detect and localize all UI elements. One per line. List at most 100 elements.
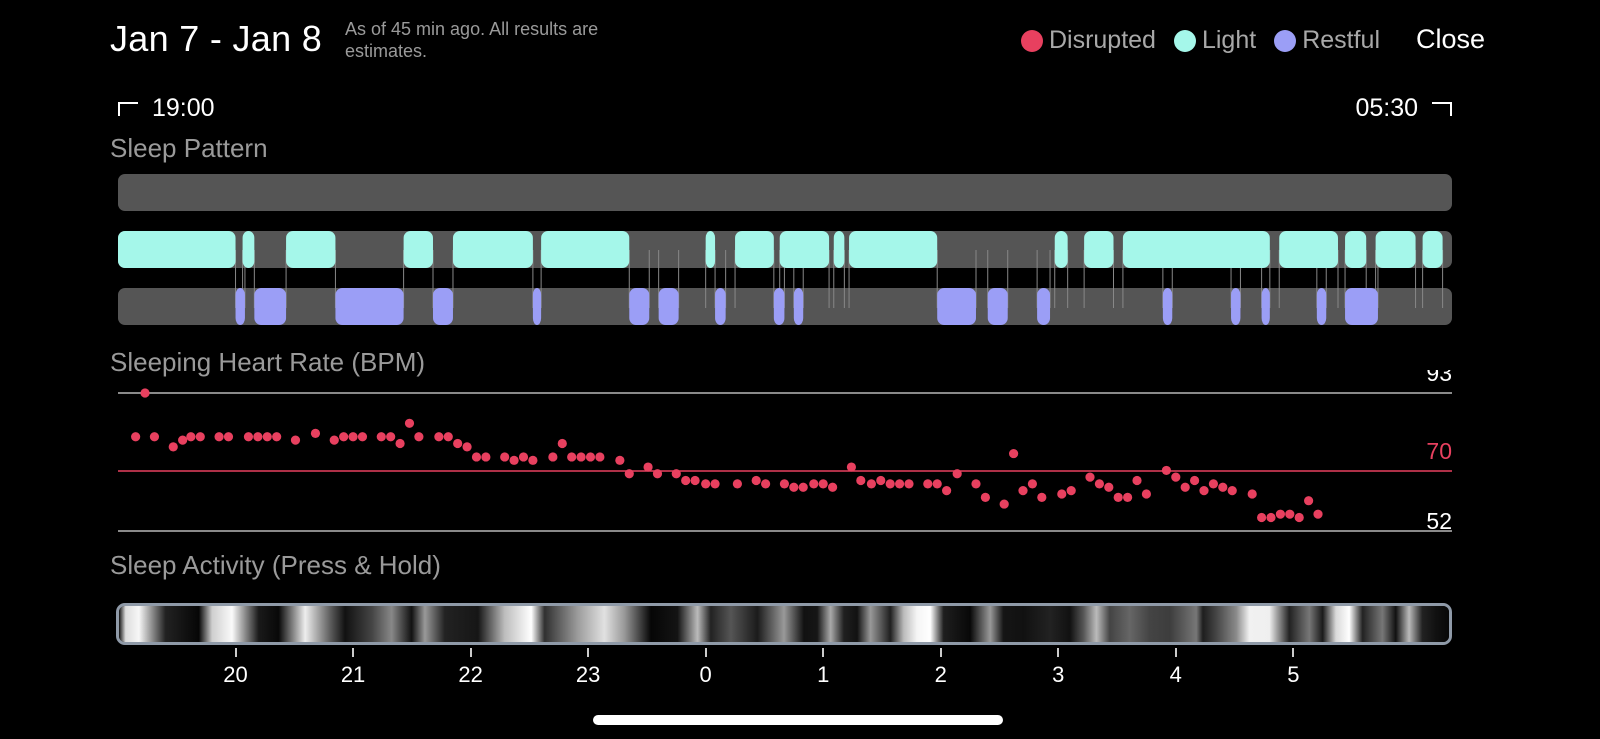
heart-rate-point: [310, 428, 321, 438]
disrupted-track: [118, 174, 1452, 211]
light-segment: [286, 231, 336, 268]
axis-label: 22: [458, 662, 483, 687]
heart-rate-point: [500, 452, 510, 462]
heart-rate-point: [779, 479, 790, 489]
axis-label: 3: [1052, 662, 1065, 687]
heart-rate-point: [1180, 482, 1190, 492]
time-axis: 20 21 22 23 0 1 2 3 4 5: [0, 648, 1600, 688]
heart-rate-point: [999, 499, 1009, 509]
heart-rate-point: [481, 452, 491, 462]
restful-segment: [1037, 288, 1051, 325]
heart-rate-point: [1171, 472, 1181, 482]
heart-rate-point: [329, 435, 339, 445]
heart-rate-point: [1123, 492, 1133, 502]
axis-label: 5: [1287, 662, 1300, 687]
heart-rate-point: [798, 482, 808, 492]
restful-segment: [715, 288, 726, 325]
heart-rate-point: [348, 432, 358, 442]
heart-rate-point: [434, 432, 444, 442]
axis-label: 2: [934, 662, 947, 687]
axis-tick: [1292, 648, 1295, 657]
axis-tick: [822, 648, 825, 657]
heart-rate-point: [701, 479, 711, 489]
heart-rate-point: [710, 479, 720, 489]
light-segment: [1345, 231, 1367, 268]
range-end-time: 05:30: [1355, 94, 1418, 122]
axis-label: 20: [223, 662, 248, 687]
axis-tick: [352, 648, 355, 657]
restful-segment: [432, 288, 453, 325]
heart-rate-point: [980, 492, 990, 502]
heart-rate-point: [1066, 486, 1076, 496]
heart-rate-point: [971, 479, 981, 489]
restful-segment: [254, 288, 287, 325]
heart-rate-point: [386, 432, 396, 442]
restful-segment: [1261, 288, 1270, 325]
heart-rate-point: [624, 469, 634, 479]
heart-rate-point: [528, 455, 538, 465]
heart-rate-point: [518, 452, 529, 462]
light-dot-icon: [1173, 29, 1196, 52]
axis-tick: [234, 648, 237, 657]
hr-min-label: 52: [1426, 508, 1452, 534]
range-start[interactable]: 19:00: [118, 94, 215, 123]
heart-rate-point: [1199, 486, 1209, 496]
heart-rate-point: [262, 432, 272, 442]
heart-rate-point: [866, 479, 876, 489]
heart-rate-point: [1018, 486, 1028, 496]
activity-gradient: [119, 606, 1449, 642]
heart-rate-point: [567, 452, 577, 462]
heart-rate-point: [904, 479, 914, 489]
range-start-bracket-icon: [118, 101, 138, 116]
heart-rate-point: [1141, 489, 1152, 499]
heart-rate-point: [690, 475, 700, 486]
axis-label: 21: [340, 662, 366, 687]
heart-rate-point: [1313, 509, 1323, 519]
heart-rate-point: [1190, 475, 1200, 486]
restful-segment: [1345, 288, 1378, 325]
sleep-pattern-chart[interactable]: [0, 170, 1600, 330]
heart-rate-point: [395, 438, 405, 449]
heart-rate-point: [1161, 465, 1171, 476]
range-start-time: 19:00: [152, 94, 215, 122]
heart-rate-point: [681, 475, 691, 486]
heart-rate-point: [471, 452, 482, 462]
heart-rate-point: [178, 435, 188, 445]
close-button[interactable]: Close: [1416, 24, 1486, 54]
heart-rate-point: [652, 469, 663, 479]
restful-dot-icon: [1274, 29, 1297, 52]
legend-label-disrupted: Disrupted: [1048, 26, 1156, 54]
heart-rate-point: [443, 432, 453, 442]
light-segment: [403, 231, 433, 268]
legend-item-restful: Restful: [1274, 26, 1380, 55]
axis-label: 23: [575, 662, 601, 687]
light-segment: [1122, 231, 1270, 268]
heart-rate-point: [585, 452, 596, 462]
heart-rate-point: [140, 388, 150, 398]
restful-segment: [335, 288, 404, 325]
sleep-activity-bar[interactable]: [116, 603, 1452, 645]
light-segment: [452, 231, 533, 268]
hr-max-label: 93: [1426, 370, 1452, 386]
home-indicator[interactable]: [593, 715, 1003, 725]
heart-rate-point: [1208, 479, 1219, 489]
light-segment: [118, 231, 236, 268]
heart-rate-point: [243, 432, 254, 442]
heart-rate-point: [1266, 512, 1276, 523]
estimate-note: As of 45 min ago. All results are estima…: [345, 19, 599, 61]
heart-rate-point: [671, 469, 681, 479]
disrupted-dot-icon: [1020, 29, 1043, 52]
range-end[interactable]: 05:30: [1355, 94, 1452, 123]
heart-rate-point: [643, 462, 653, 472]
heart-rate-point: [376, 432, 386, 442]
heart-rate-point: [789, 482, 799, 492]
heart-rate-point: [1057, 489, 1067, 499]
heart-rate-point: [272, 432, 282, 442]
heart-rate-point: [1256, 512, 1267, 523]
legend: Disrupted Light Restful: [1020, 26, 1380, 55]
restful-segment: [235, 288, 245, 325]
sleep-activity-heading: Sleep Activity (Press & Hold): [110, 550, 441, 580]
axis-tick: [587, 648, 590, 657]
heart-rate-point: [1009, 448, 1019, 459]
heart-rate-chart[interactable]: 93 70 52: [0, 370, 1600, 545]
